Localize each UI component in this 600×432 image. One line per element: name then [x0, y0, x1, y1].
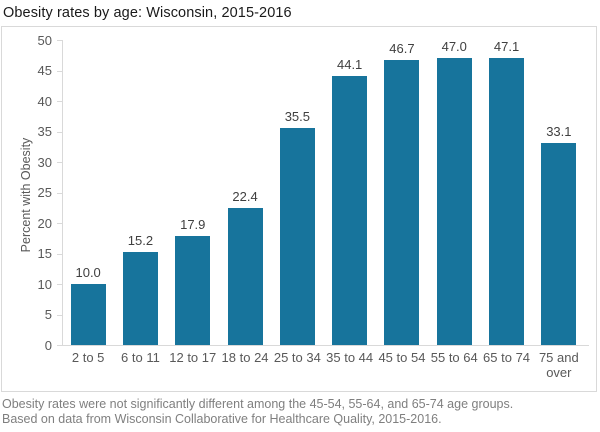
y-tick-label: 20: [37, 215, 52, 231]
chart-area: Percent with Obesity 0 5 10 15 20 25 30 35 40 45 5…: [1, 26, 597, 392]
bar: [227, 208, 263, 345]
y-tick-label: 35: [37, 124, 52, 139]
x-axis-line: [62, 345, 589, 346]
y-tick-mark: [57, 223, 62, 224]
y-axis-line: [62, 40, 63, 346]
bar-value-label: 46.7: [389, 41, 415, 57]
bar: [175, 235, 211, 345]
x-tick-label: 12 to 17: [169, 350, 217, 365]
y-tick-mark: [57, 162, 62, 163]
y-tick-label: 0: [44, 337, 52, 353]
y-tick-label: 25: [37, 185, 52, 200]
x-tick-label: 25 to 34: [273, 350, 321, 365]
x-tick-label: 75 and over: [538, 350, 579, 380]
bar-value-label: 35.5: [284, 109, 310, 125]
y-tick-mark: [57, 284, 62, 285]
bar: [436, 58, 472, 345]
bar: [489, 57, 525, 345]
footer-note-line1: Obesity rates were not significantly dif…: [2, 397, 514, 411]
y-tick-label: 30: [37, 154, 52, 170]
x-tick-label: 18 to 24: [221, 350, 269, 365]
x-tick-label: 35 to 44: [326, 350, 374, 365]
bar: [332, 75, 368, 345]
y-tick-mark: [57, 101, 62, 102]
x-tick-label: 65 to 74: [483, 350, 531, 365]
bar: [384, 60, 420, 345]
x-tick-label: 55 to 64: [430, 350, 478, 365]
bar-value-label: 22.4: [232, 189, 258, 205]
bar-value-label: 17.9: [180, 216, 206, 232]
y-tick-mark: [57, 40, 62, 41]
chart-footer: Obesity rates were not significantly dif…: [2, 397, 598, 427]
x-tick-label: 2 to 5: [71, 350, 105, 365]
y-tick-label: 10: [37, 276, 52, 292]
y-tick-mark: [57, 131, 62, 133]
y-tick-mark: [57, 253, 62, 255]
bar: [70, 284, 106, 345]
y-tick-label: 5: [44, 307, 52, 322]
bar-value-label: 10.0: [75, 265, 101, 280]
bar-value-label: 33.1: [546, 124, 572, 140]
y-tick-mark: [57, 70, 62, 72]
bar: [541, 143, 577, 345]
y-tick-label: 15: [37, 246, 52, 261]
y-tick-mark: [57, 192, 62, 194]
bar-value-label: 44.1: [336, 56, 363, 72]
bar-value-label: 47.1: [493, 38, 520, 54]
y-tick-label: 50: [37, 32, 52, 48]
y-tick-mark: [57, 345, 62, 346]
chart-title: Obesity rates by age: Wisconsin, 2015-20…: [3, 5, 292, 21]
bar: [279, 128, 315, 345]
x-tick-label: 45 to 54: [378, 350, 426, 365]
bar-value-label: 15.2: [127, 233, 154, 249]
y-tick-label: 45: [37, 63, 52, 78]
bar-value-label: 47.0: [441, 39, 467, 55]
footer-note-line2: Based on data from Wisconsin Collaborati…: [2, 412, 442, 426]
y-tick-label: 40: [37, 93, 52, 109]
bar: [122, 252, 158, 345]
y-tick-mark: [57, 314, 62, 316]
x-tick-label: 6 to 11: [121, 350, 160, 365]
